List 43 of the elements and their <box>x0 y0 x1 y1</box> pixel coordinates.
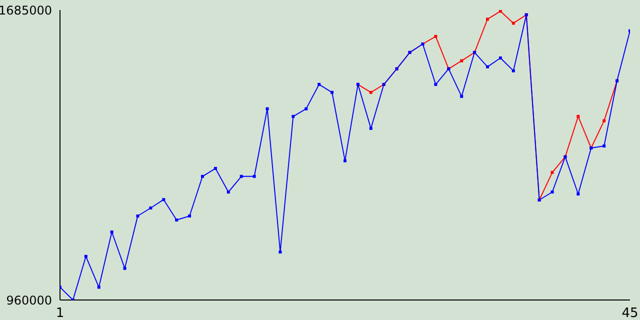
point <box>201 174 204 178</box>
point <box>550 190 554 194</box>
point <box>460 94 464 98</box>
point <box>486 65 489 68</box>
point <box>266 107 269 110</box>
point <box>434 82 438 86</box>
point <box>344 159 346 162</box>
point <box>486 18 489 21</box>
point <box>136 214 140 218</box>
point <box>498 10 502 13</box>
point <box>162 198 166 202</box>
point <box>292 114 295 118</box>
y-tick-label: 960000 <box>6 293 52 308</box>
point <box>512 22 515 25</box>
point <box>330 90 334 94</box>
x-tick-label: 45 <box>622 306 638 320</box>
point <box>84 254 88 258</box>
point <box>369 90 372 94</box>
point <box>318 82 321 86</box>
point <box>460 59 464 62</box>
point <box>498 56 502 60</box>
point <box>188 214 192 218</box>
point <box>576 192 580 196</box>
point <box>278 250 282 254</box>
point <box>123 266 126 270</box>
point <box>550 170 554 174</box>
point <box>434 34 438 38</box>
y-tick-label: 1685000 <box>0 3 52 18</box>
point <box>240 174 243 178</box>
point <box>110 230 114 234</box>
point <box>149 206 152 210</box>
point <box>512 69 515 72</box>
point <box>175 218 178 222</box>
point <box>369 126 372 130</box>
point <box>576 114 580 118</box>
point <box>252 174 256 178</box>
point <box>602 119 606 122</box>
x-tick-label: 1 <box>56 306 64 320</box>
point <box>226 190 230 194</box>
point <box>97 286 100 289</box>
point <box>602 144 606 148</box>
point <box>214 166 217 170</box>
point <box>304 107 308 110</box>
